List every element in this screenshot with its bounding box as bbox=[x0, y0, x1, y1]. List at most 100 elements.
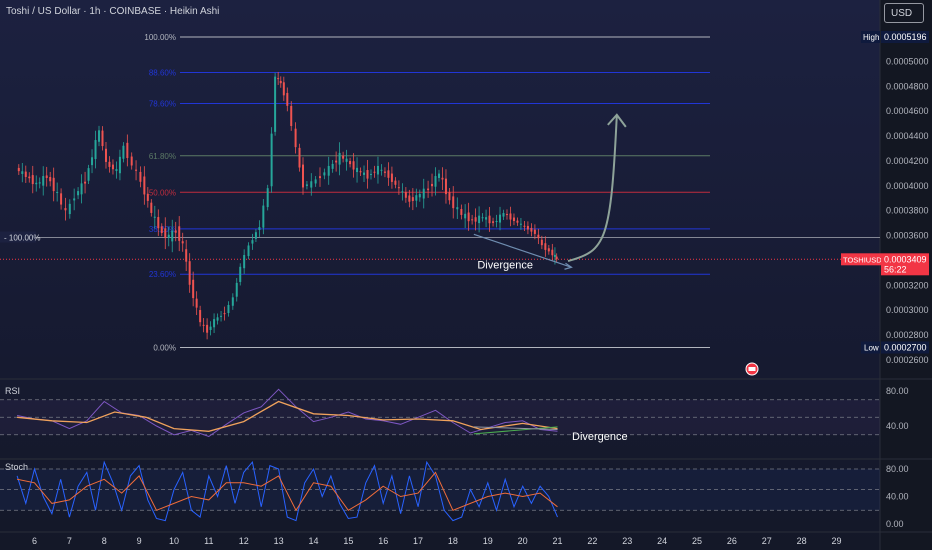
time-tick-label: 14 bbox=[308, 536, 318, 546]
candle bbox=[209, 326, 212, 330]
candle bbox=[178, 226, 181, 241]
candle bbox=[441, 177, 444, 180]
projection-arrow[interactable] bbox=[567, 114, 618, 263]
price-tick-label: 0.0005000 bbox=[886, 56, 929, 66]
candle bbox=[418, 193, 421, 198]
candle bbox=[266, 188, 269, 208]
candle bbox=[45, 175, 48, 179]
candle bbox=[495, 221, 498, 223]
rsi-tick-label: 80.00 bbox=[886, 386, 909, 396]
candle bbox=[380, 169, 383, 171]
candle bbox=[243, 255, 246, 269]
candle bbox=[376, 165, 379, 175]
candle bbox=[282, 82, 285, 96]
candle bbox=[126, 142, 129, 159]
candle bbox=[68, 203, 71, 215]
fib-level-label: 88.60% bbox=[149, 68, 176, 77]
candle bbox=[213, 319, 216, 328]
candle bbox=[239, 266, 242, 282]
candle bbox=[467, 212, 470, 222]
candle bbox=[471, 219, 474, 221]
bar-countdown: 56:22 bbox=[884, 264, 907, 274]
candle bbox=[318, 176, 321, 179]
candle bbox=[108, 161, 111, 167]
candle bbox=[143, 176, 146, 195]
candle bbox=[231, 297, 234, 306]
candle bbox=[352, 161, 355, 170]
low-tag-bg bbox=[861, 341, 880, 354]
divergence-arrowhead bbox=[564, 262, 573, 270]
candle bbox=[533, 229, 536, 234]
candle bbox=[262, 205, 265, 228]
candle bbox=[64, 208, 67, 211]
candle bbox=[195, 298, 198, 308]
candle bbox=[77, 191, 80, 196]
price-tick-label: 0.0004400 bbox=[886, 131, 929, 141]
stoch-title: Stoch bbox=[5, 462, 28, 472]
candle bbox=[509, 213, 512, 220]
candle bbox=[512, 217, 515, 222]
candle bbox=[206, 324, 209, 333]
candle bbox=[335, 160, 338, 163]
candle bbox=[411, 197, 414, 202]
rsi-tick-label: 40.00 bbox=[886, 421, 909, 431]
candle bbox=[160, 226, 163, 234]
candle bbox=[537, 234, 540, 239]
candle bbox=[437, 173, 440, 178]
candle bbox=[167, 234, 170, 239]
rsi-divergence-line[interactable] bbox=[473, 426, 558, 430]
candle bbox=[279, 80, 282, 84]
low-tag-label: Low bbox=[864, 344, 879, 353]
candle bbox=[540, 239, 543, 246]
price-tick-label: 0.0002600 bbox=[886, 355, 929, 365]
candle bbox=[235, 282, 238, 297]
price-tick-label: 0.0004800 bbox=[886, 81, 929, 91]
price-tick-label: 0.0002800 bbox=[886, 330, 929, 340]
candle bbox=[526, 225, 529, 230]
candle bbox=[422, 188, 425, 199]
candle bbox=[327, 165, 330, 176]
candle bbox=[464, 213, 467, 219]
symbol-tag-bg bbox=[841, 253, 881, 266]
candle bbox=[305, 184, 308, 186]
candle bbox=[118, 156, 121, 174]
time-tick-label: 27 bbox=[762, 536, 772, 546]
candle bbox=[202, 324, 205, 326]
candle bbox=[544, 243, 547, 250]
candle bbox=[42, 176, 45, 186]
candle bbox=[505, 214, 508, 216]
time-tick-label: 28 bbox=[797, 536, 807, 546]
time-tick-label: 13 bbox=[274, 536, 284, 546]
divergence-trendline[interactable] bbox=[473, 233, 572, 268]
candle bbox=[199, 310, 202, 323]
price-tick-label: 0.0004200 bbox=[886, 156, 929, 166]
time-tick-label: 15 bbox=[343, 536, 353, 546]
price-tick-label: 0.0003200 bbox=[886, 280, 929, 290]
candle bbox=[401, 191, 404, 193]
rsi-line bbox=[17, 388, 558, 438]
candle bbox=[274, 76, 277, 132]
candle bbox=[369, 173, 372, 175]
currency-selector[interactable]: USD bbox=[884, 3, 924, 23]
time-tick-label: 7 bbox=[67, 536, 72, 546]
candle bbox=[31, 175, 34, 185]
high-price-bg bbox=[881, 31, 929, 43]
time-tick-label: 22 bbox=[587, 536, 597, 546]
candle bbox=[150, 202, 153, 213]
rsi-divergence-line[interactable] bbox=[473, 426, 558, 435]
projection-arrowhead bbox=[607, 113, 627, 128]
candle bbox=[553, 254, 556, 257]
candle bbox=[87, 168, 90, 181]
candle bbox=[49, 177, 52, 182]
candle bbox=[80, 183, 83, 195]
candle bbox=[519, 223, 522, 225]
time-tick-label: 17 bbox=[413, 536, 423, 546]
fibonacci-retracement[interactable]: 100.00%88.60%78.60%61.80%50.00%38.20%23.… bbox=[144, 33, 710, 353]
candle bbox=[373, 171, 376, 173]
fib-level-label: 78.60% bbox=[149, 100, 176, 109]
divergence-label: Divergence bbox=[477, 260, 533, 272]
candle bbox=[98, 130, 101, 142]
time-tick-label: 29 bbox=[832, 536, 842, 546]
candle bbox=[223, 313, 226, 315]
